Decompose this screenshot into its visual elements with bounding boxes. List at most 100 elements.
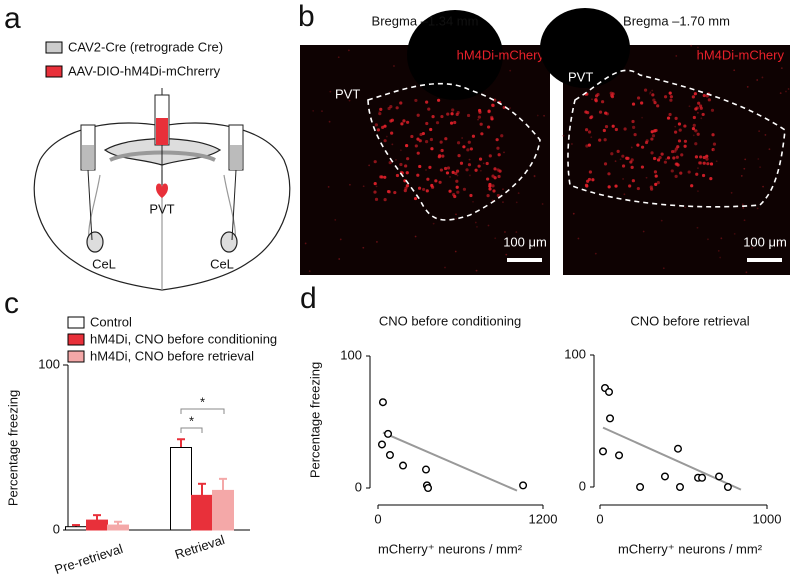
cell-dot (438, 180, 442, 184)
cell-dot (665, 158, 668, 161)
cell-dot (406, 120, 410, 124)
cell-dot (591, 178, 595, 182)
cell-dot (677, 122, 682, 126)
cell-dot (779, 92, 782, 95)
cell-dot (414, 98, 418, 103)
cell-dot (643, 88, 648, 92)
cell-dot (425, 169, 427, 171)
cell-dot (666, 156, 671, 160)
cell-dot (404, 186, 408, 190)
cell-dot (432, 222, 435, 225)
cell-dot (696, 132, 700, 136)
y-tick-label: 0 (355, 479, 362, 494)
fit-line (382, 431, 518, 492)
cell-dot (604, 111, 608, 115)
cell-dot (449, 176, 451, 178)
cell-dot (505, 253, 508, 256)
cell-dot (669, 98, 673, 102)
panel-label: c (4, 287, 19, 320)
cell-dot (697, 190, 699, 193)
x-tick-label: 1000 (753, 511, 782, 526)
cell-dot (598, 110, 603, 114)
cell-dot (641, 116, 643, 119)
x-tick-label: 0 (596, 511, 603, 526)
panel-label: a (4, 2, 21, 35)
cell-dot (694, 142, 698, 146)
cell-dot (764, 134, 767, 136)
cell-dot (584, 128, 589, 132)
cell-dot (395, 159, 397, 161)
cell-dot (692, 115, 696, 120)
y-tick-label: 0 (53, 521, 60, 536)
cell-dot (468, 158, 471, 161)
cell-dot (374, 123, 378, 127)
cell-dot (406, 157, 410, 161)
cell-dot (636, 96, 641, 100)
y-axis-label: Percentage freezing (5, 390, 20, 506)
cell-dot (444, 266, 446, 269)
cell-dot (614, 127, 618, 132)
cell-dot (395, 106, 399, 110)
point (599, 447, 608, 456)
cell-dot (374, 197, 379, 201)
cell-dot (660, 152, 664, 156)
cell-dot (448, 189, 452, 193)
cell-dot (488, 154, 492, 158)
cell-dot (475, 269, 478, 272)
cell-dot (705, 157, 709, 161)
cell-dot (702, 161, 706, 165)
cell-dot (455, 217, 458, 220)
cell-dot (312, 109, 315, 112)
cell-dot (453, 194, 457, 199)
cell-dot (611, 124, 615, 128)
cell-dot (619, 158, 622, 161)
cell-dot (610, 93, 614, 98)
cell-dot (691, 127, 696, 131)
cell-dot (696, 226, 699, 229)
cell-dot (780, 67, 783, 70)
cell-dot (653, 129, 657, 133)
cell-dot (636, 186, 640, 191)
cell-dot (416, 151, 420, 155)
cell-dot (488, 187, 492, 191)
cell-dot (502, 201, 504, 204)
cell-dot (652, 98, 656, 102)
cell-dot (787, 88, 790, 90)
cell-dot (385, 135, 388, 138)
cell-dot (670, 149, 675, 154)
cell-dot (603, 138, 607, 142)
cell-dot (745, 271, 748, 274)
point (384, 429, 393, 438)
cell-dot (496, 193, 500, 198)
point (615, 451, 624, 460)
cell-dot (334, 218, 337, 221)
cell-dot (699, 161, 703, 165)
point (605, 387, 614, 396)
cell-dot (517, 192, 520, 195)
cell-dot (339, 238, 342, 241)
cell-dot (587, 177, 592, 182)
cell-dot (740, 175, 743, 177)
cell-dot (402, 119, 406, 123)
cell-dot (674, 147, 678, 151)
significance-star: * (189, 413, 194, 428)
cell-dot (631, 179, 635, 183)
cell-dot (477, 118, 479, 121)
cell-dot (383, 124, 387, 128)
cell-dot (393, 190, 397, 195)
cell-dot (485, 161, 489, 166)
cell-dot (596, 92, 600, 97)
legend-text: Control (90, 314, 132, 329)
cell-dot (758, 130, 761, 132)
cell-dot (338, 258, 341, 260)
cell-dot (362, 246, 365, 249)
cell-dot (585, 144, 589, 148)
cell-dot (683, 144, 687, 148)
cell-dot (424, 140, 429, 144)
cell-dot (425, 121, 429, 126)
cell-dot (640, 145, 645, 149)
cell-dot (422, 187, 426, 192)
cell-dot (400, 149, 402, 152)
cell-dot (379, 175, 383, 179)
cell-dot (695, 172, 699, 176)
